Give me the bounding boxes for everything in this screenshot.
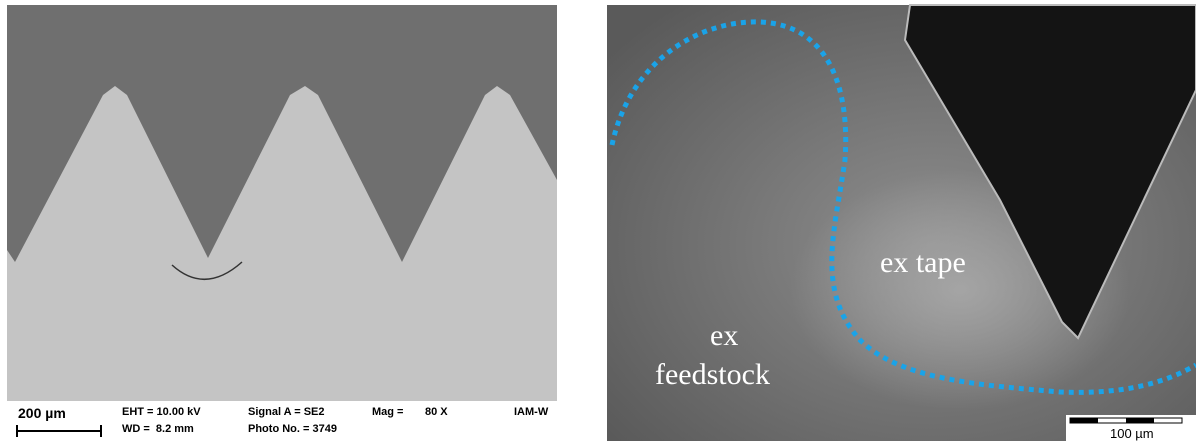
signal: Signal A = SE2 <box>248 406 325 418</box>
material-light <box>7 86 557 401</box>
region-label: ex <box>710 319 738 352</box>
dark-notch <box>903 4 1196 340</box>
eht: EHT = 10.00 kV <box>122 406 201 418</box>
info-bar <box>7 401 557 439</box>
crack <box>171 261 243 280</box>
scale-segment <box>1126 418 1154 423</box>
photo-no: Photo No. = 3749 <box>248 423 337 435</box>
mag-value: 80 X <box>425 406 448 418</box>
boundary <box>609 19 1196 395</box>
region-label: ex tape <box>880 246 966 279</box>
scale-segment <box>1070 418 1098 423</box>
sem-image-left: 200 µm EHT = 10.00 kV WD = 8.2 mm Signal… <box>7 5 557 439</box>
mag-label: Mag = <box>372 406 403 418</box>
institute: IAM-W <box>514 406 549 418</box>
region-label: feedstock <box>655 358 770 391</box>
wd: WD = 8.2 mm <box>122 423 194 435</box>
micrograph-right: ex tape ex feedstock 100 µm <box>607 4 1196 441</box>
scale-label: 100 µm <box>1110 426 1154 441</box>
scale-label: 200 µm <box>18 405 66 421</box>
